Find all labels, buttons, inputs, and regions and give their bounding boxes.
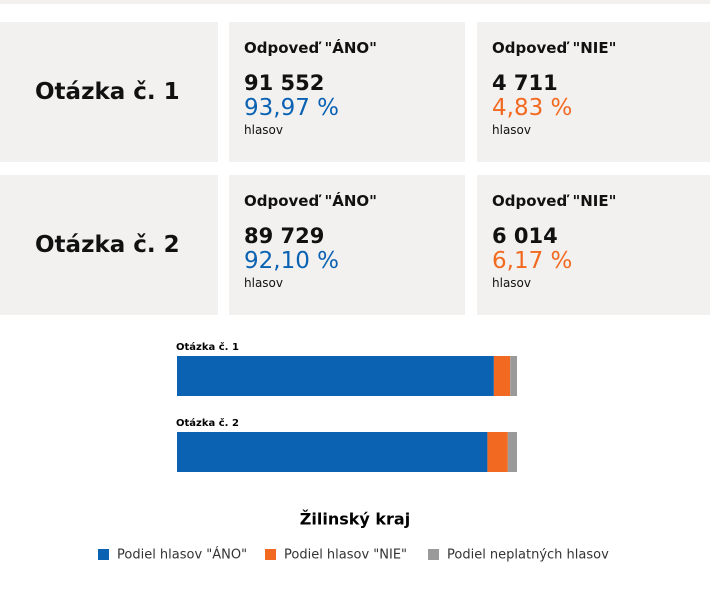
bar-segment [507, 432, 517, 472]
vote-percent: 93,97 % [244, 95, 340, 121]
answer-card: Odpoveď "NIE" 4 711 4,83 % hlasov [477, 22, 710, 162]
answer-title: Odpoveď "NIE" [492, 39, 617, 57]
bar-segment [487, 432, 508, 472]
bar-segment [510, 356, 517, 396]
legend-label: Podiel hlasov "NIE" [284, 548, 407, 563]
vote-unit: hlasov [244, 276, 283, 290]
answer-card: Odpoveď "ÁNO" 91 552 93,97 % hlasov [229, 22, 465, 162]
legend-swatch [98, 549, 109, 560]
question-card: Otázka č. 1 [0, 22, 218, 162]
vote-count: 6 014 [492, 224, 558, 248]
bar-segment [177, 356, 494, 396]
vote-unit: hlasov [244, 123, 283, 137]
question-card: Otázka č. 2 [0, 175, 218, 315]
top-border [0, 0, 710, 4]
answer-title: Odpoveď "ÁNO" [244, 39, 377, 57]
vote-count: 89 729 [244, 224, 325, 248]
chart: Otázka č. 1 Otázka č. 2 Žilinský kraj Podie… [98, 341, 609, 563]
bar-label: Otázka č. 1 [176, 341, 239, 353]
legend-swatch [265, 549, 276, 560]
bar-segment [493, 356, 511, 396]
answer-card: Odpoveď "NIE" 6 014 6,17 % hlasov [477, 175, 710, 315]
vote-percent: 4,83 % [492, 95, 573, 121]
vote-unit: hlasov [492, 276, 531, 290]
legend-label: Podiel neplatných hlasov [447, 548, 609, 563]
bar-segment [177, 432, 488, 472]
answer-title: Odpoveď "NIE" [492, 192, 617, 210]
answer-card: Odpoveď "ÁNO" 89 729 92,10 % hlasov [229, 175, 465, 315]
vote-unit: hlasov [492, 123, 531, 137]
vote-percent: 92,10 % [244, 248, 340, 274]
vote-count: 4 711 [492, 71, 558, 95]
bar-label: Otázka č. 2 [176, 417, 239, 429]
chart-title: Žilinský kraj [300, 510, 410, 529]
vote-count: 91 552 [244, 71, 325, 95]
legend-label: Podiel hlasov "ÁNO" [117, 547, 247, 563]
vote-percent: 6,17 % [492, 248, 573, 274]
answer-title: Odpoveď "ÁNO" [244, 192, 377, 210]
legend-swatch [428, 549, 439, 560]
